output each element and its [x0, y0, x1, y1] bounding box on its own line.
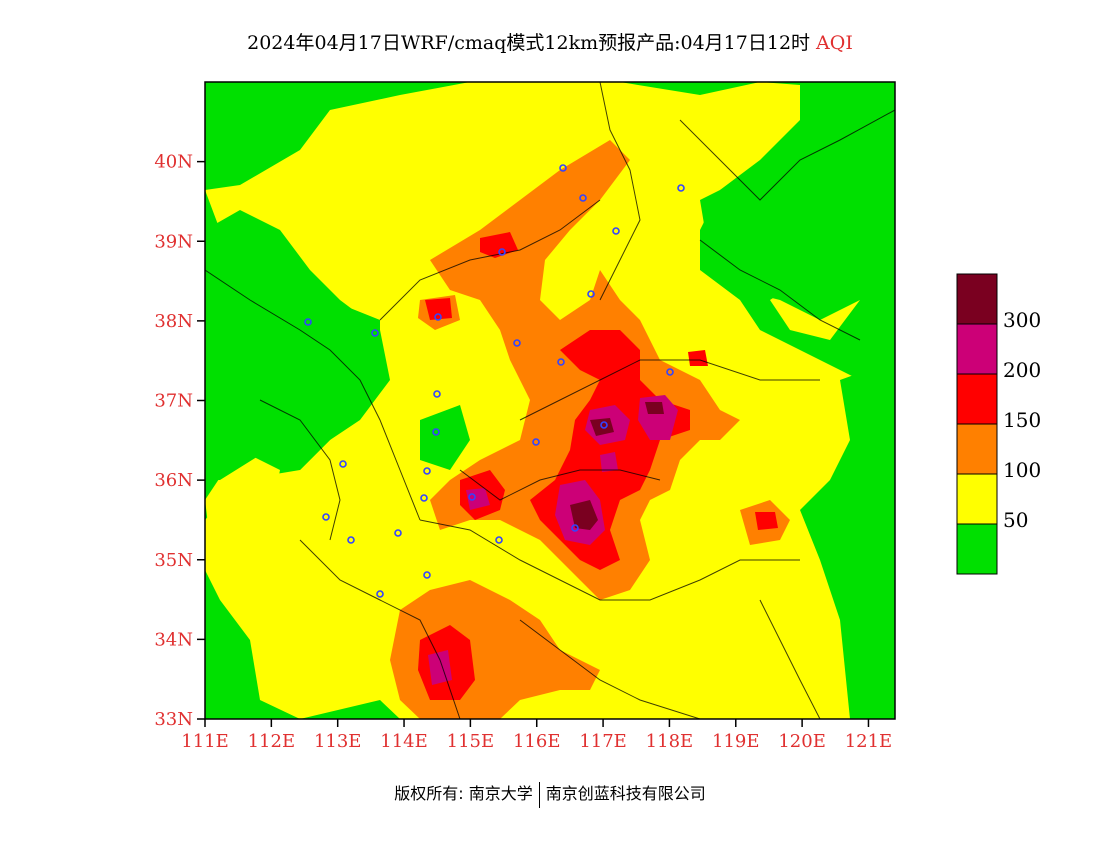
footer: 版权所有: 南京大学 南京创蓝科技有限公司: [0, 780, 1100, 808]
color-legend: 300 200 150 100 50: [956, 273, 1041, 575]
lon-tick-label: 121E: [845, 731, 893, 752]
footer-separator: [538, 781, 540, 808]
lat-tick-label: 36N: [154, 470, 193, 491]
aqi-field: [205, 82, 895, 719]
lon-tick-label: 111E: [181, 731, 229, 752]
company-name: 南京创蓝科技有限公司: [545, 784, 706, 803]
legend-swatch: [956, 273, 998, 325]
lon-tick-label: 118E: [646, 731, 694, 752]
lat-tick-label: 39N: [154, 231, 193, 252]
legend-label: 50: [1003, 508, 1028, 532]
legend-swatch: [956, 423, 998, 475]
legend-swatch: [956, 323, 998, 375]
lon-tick-label: 117E: [579, 731, 627, 752]
title-text: 2024年04月17日WRF/cmaq模式12km预报产品:04月17日12时: [247, 32, 811, 54]
lat-tick-label: 37N: [154, 391, 193, 412]
legend-swatch: [956, 473, 998, 525]
legend-label: 100: [1003, 458, 1041, 482]
lon-tick-label: 114E: [380, 731, 428, 752]
station-markers: [304, 164, 685, 598]
lon-tick-label: 120E: [778, 731, 826, 752]
variable-name: AQI: [816, 32, 853, 54]
boundary-lines: [205, 82, 895, 719]
lon-tick-label: 115E: [447, 731, 495, 752]
legend-swatch: [956, 373, 998, 425]
legend-label: 200: [1003, 358, 1041, 382]
lon-tick-label: 112E: [248, 731, 296, 752]
lat-tick-label: 40N: [154, 152, 193, 173]
lon-tick-label: 119E: [712, 731, 760, 752]
chart-title: 2024年04月17日WRF/cmaq模式12km预报产品:04月17日12时 A…: [0, 28, 1100, 55]
copyright-text: 版权所有: 南京大学: [394, 784, 533, 803]
lat-tick-label: 35N: [154, 550, 193, 571]
legend-label: 300: [1003, 308, 1041, 332]
legend-label: 150: [1003, 408, 1041, 432]
longitude-axis: 111E 112E 113E 114E 115E 116E 117E 118E 119E 120E…: [181, 719, 892, 752]
lat-tick-label: 34N: [154, 629, 193, 650]
lat-tick-label: 38N: [154, 311, 193, 332]
lon-tick-label: 116E: [513, 731, 561, 752]
legend-swatch: [956, 523, 998, 575]
lat-tick-label: 33N: [154, 709, 193, 730]
lon-tick-label: 113E: [314, 731, 362, 752]
latitude-axis: 40N 39N 38N 37N 36N 35N 34N 33N: [154, 152, 205, 730]
